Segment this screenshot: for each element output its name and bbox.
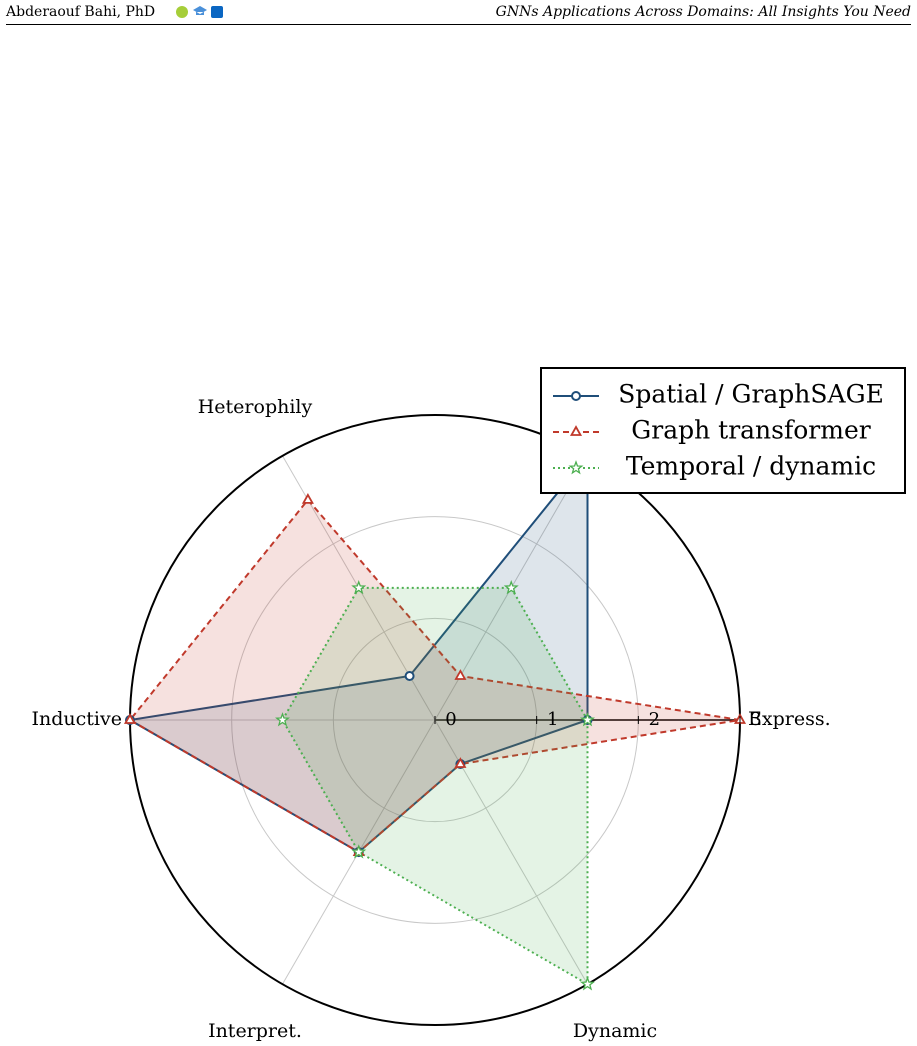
category-label: Interpret. xyxy=(208,1020,302,1042)
author: Abderaouf Bahi, PhD xyxy=(6,4,156,20)
r-tick-label: 3 xyxy=(750,709,761,730)
marker xyxy=(580,976,595,991)
marker xyxy=(351,580,367,595)
legend-label: Temporal / dynamic xyxy=(626,452,876,481)
marker xyxy=(301,493,314,504)
category-label: Dynamic xyxy=(573,1020,657,1042)
header: Abderaouf Bahi, PhD GNNs Applications Ac… xyxy=(6,0,911,25)
marker xyxy=(454,757,467,768)
marker xyxy=(404,670,415,681)
r-tick-label: 0 xyxy=(445,709,456,730)
marker xyxy=(571,391,581,401)
paper-title: GNNs Applications Across Domains: All In… xyxy=(495,4,911,20)
series-area xyxy=(281,586,589,986)
author-icons xyxy=(176,6,223,18)
legend-box xyxy=(540,367,906,494)
category-label: Heterophily xyxy=(198,396,313,418)
marker xyxy=(580,712,595,727)
scholar-icon xyxy=(193,6,207,15)
orcid-icon xyxy=(176,6,188,18)
legend-label: Graph transformer xyxy=(631,416,870,445)
marker xyxy=(454,669,467,680)
category-label: Express. xyxy=(748,708,831,730)
r-tick-label: 1 xyxy=(547,709,558,730)
marker xyxy=(351,844,367,859)
category-label: Inductive xyxy=(32,708,122,730)
legend-label: Spatial / GraphSAGE xyxy=(618,380,884,409)
marker xyxy=(568,460,584,475)
marker xyxy=(275,712,290,727)
marker xyxy=(569,425,583,436)
marker xyxy=(123,713,137,724)
r-tick-label: 2 xyxy=(649,709,660,730)
linkedin-icon xyxy=(211,6,223,18)
marker xyxy=(503,580,519,595)
